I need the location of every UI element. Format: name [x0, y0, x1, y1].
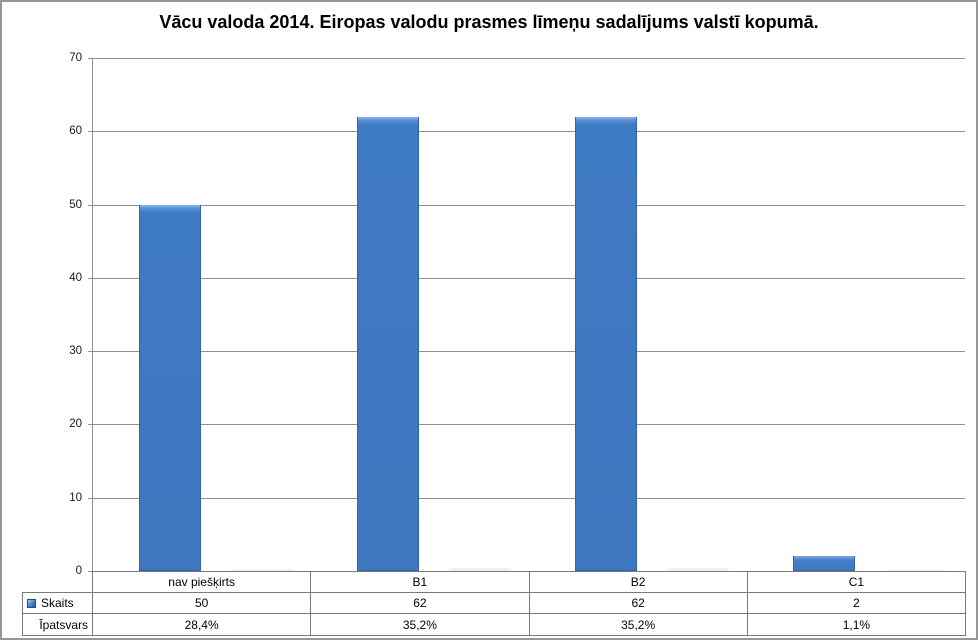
y-tick-50 — [88, 204, 92, 206]
y-tick-20 — [88, 424, 92, 426]
table-value-Skaits-C1: 2 — [746, 592, 966, 614]
y-axis-label: 50 — [69, 198, 82, 211]
table-category-C1: C1 — [746, 571, 966, 593]
bar-skaits-B2 — [575, 116, 638, 571]
gridline-70 — [92, 58, 965, 59]
table-value-Īpatsvars-nav piešķirts: 28,4% — [92, 613, 312, 636]
y-axis-label: 60 — [69, 125, 82, 138]
y-tick-0 — [88, 571, 92, 572]
bar-ipatsvars-B2 — [667, 568, 730, 571]
table-category-B2: B2 — [528, 571, 748, 593]
y-tick-30 — [88, 351, 92, 353]
y-axis-label: 70 — [69, 52, 82, 64]
table-value-Īpatsvars-B1: 35,2% — [310, 613, 530, 636]
bar-ipatsvars-B1 — [448, 568, 511, 571]
y-tick-10 — [88, 497, 92, 499]
gridline-10 — [92, 497, 965, 499]
gridline-20 — [92, 424, 965, 426]
bar-skaits-nav piešķirts — [138, 204, 201, 571]
table-value-Skaits-B1: 62 — [310, 592, 530, 614]
gridline-50 — [92, 204, 965, 206]
table-row-label-text: Skaits — [41, 596, 74, 610]
table-value-Īpatsvars-C1: 1,1% — [746, 613, 966, 636]
y-axis-label: 30 — [69, 345, 82, 358]
y-axis-label: 40 — [69, 271, 82, 284]
table-category-B1: B1 — [310, 571, 530, 593]
bar-skaits-C1 — [793, 556, 856, 571]
table-category-nav piešķirts: nav piešķirts — [92, 571, 312, 593]
y-tick-70 — [88, 58, 92, 59]
table-value-Skaits-B2: 62 — [528, 592, 748, 614]
bar-skaits-B1 — [356, 116, 419, 571]
y-tick-60 — [88, 131, 92, 133]
table-value-Īpatsvars-B2: 35,2% — [528, 613, 748, 636]
chart-title: Vācu valoda 2014. Eiropas valodu prasmes… — [159, 12, 819, 32]
table-row-label-Skaits: Skaits — [22, 592, 93, 614]
y-tick-40 — [88, 277, 92, 279]
table-value-Skaits-nav piešķirts: 50 — [92, 592, 312, 614]
y-axis-line — [92, 58, 93, 571]
gridline-30 — [92, 351, 965, 353]
y-axis-label: 20 — [69, 418, 82, 431]
legend-key-icon — [27, 598, 36, 608]
table-row-label-text: Īpatsvars — [39, 617, 88, 632]
table-row-label-Īpatsvars: Īpatsvars — [22, 613, 93, 636]
bar-ipatsvars-nav piešķirts — [230, 569, 293, 571]
bar-ipatsvars-C1 — [885, 570, 948, 571]
gridline-60 — [92, 131, 965, 133]
y-axis-label: 10 — [69, 491, 82, 504]
gridline-40 — [92, 277, 965, 279]
y-axis-label: 0 — [75, 565, 82, 577]
